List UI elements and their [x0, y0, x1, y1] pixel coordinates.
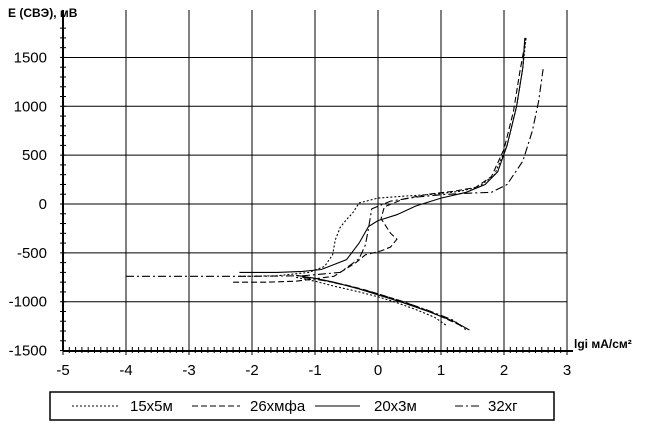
x-tick-label: -1	[308, 362, 321, 379]
y-tick-label: -500	[17, 245, 47, 262]
axes	[62, 10, 573, 352]
series-line-cathodic	[327, 280, 461, 326]
legend-label: 26хмфа	[250, 398, 306, 415]
x-tick-label: -3	[182, 362, 195, 379]
legend: 15х5м 26хмфа 20х3м 32хг	[49, 391, 555, 421]
legend-label: 15х5м	[130, 398, 173, 415]
minor-ticks	[60, 27, 568, 355]
series-lines	[126, 37, 544, 331]
y-tick-label: 500	[22, 147, 47, 164]
y-tick-label: -1000	[9, 294, 47, 311]
y-tick-label: 1500	[14, 49, 47, 66]
series-line-anodic	[239, 37, 527, 277]
x-tick-label: -4	[119, 362, 132, 379]
series-line-anodic	[233, 37, 527, 283]
x-tick-label: -5	[56, 362, 69, 379]
y-tick-labels: 1500 1000 500 0 -500 -1000 -1500	[9, 49, 47, 359]
x-tick-label: 2	[500, 362, 508, 379]
series-line-cathodic	[296, 274, 470, 331]
x-tick-label: -2	[245, 362, 258, 379]
y-tick-label: 0	[39, 196, 47, 213]
y-tick-label: 1000	[14, 98, 47, 115]
series-line-anodic	[126, 69, 544, 277]
x-tick-label: 1	[437, 362, 445, 379]
legend-label: 20х3м	[374, 398, 417, 415]
grid	[63, 10, 568, 352]
series-line-anodic	[239, 37, 526, 273]
y-tick-label: -1500	[9, 343, 47, 360]
x-tick-labels: -5 -4 -3 -2 -1 0 1 2 3	[56, 362, 571, 379]
legend-box	[49, 391, 555, 421]
series-line-cathodic	[295, 276, 448, 327]
legend-label: 32хг	[488, 398, 518, 415]
x-axis-label: lgi мА/см²	[574, 337, 632, 351]
x-tick-label: 3	[563, 362, 571, 379]
y-axis-label: E (СВЭ), мВ	[8, 6, 78, 20]
x-tick-label: 0	[374, 362, 382, 379]
